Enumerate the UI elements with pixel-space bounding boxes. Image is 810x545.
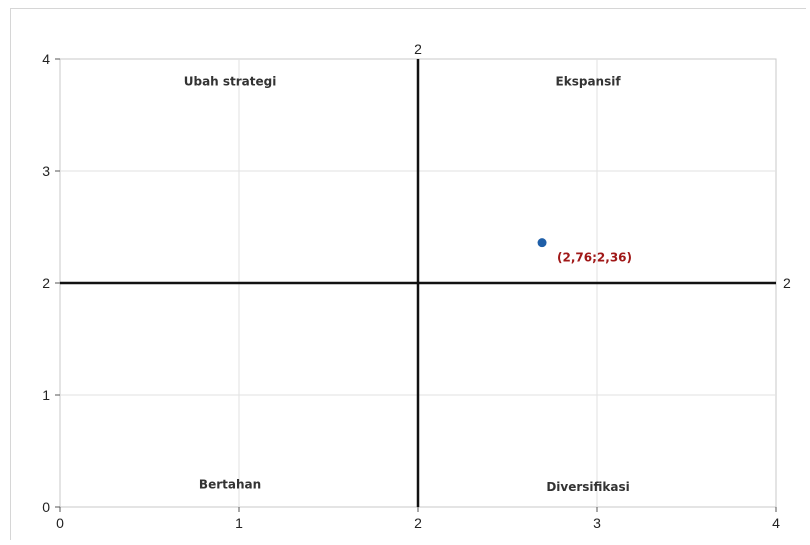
data-points: (2,76;2,36)	[537, 238, 632, 265]
y-tick-label: 0	[42, 499, 50, 515]
data-point-label: (2,76;2,36)	[557, 251, 632, 265]
reference-line-horizontal-label: 2	[783, 275, 791, 291]
x-tick-label: 4	[772, 515, 780, 531]
y-tick-label: 3	[42, 163, 50, 179]
data-point	[537, 238, 547, 248]
quadrant-label: Diversifikasi	[546, 480, 629, 494]
x-tick-label: 1	[235, 515, 243, 531]
quadrant-label: Ekspansif	[556, 74, 622, 88]
x-tick-label: 2	[414, 515, 422, 531]
axes: 0 1 2 3 4 0 1 2 3 4	[42, 51, 780, 531]
reference-line-vertical-label: 2	[414, 41, 422, 57]
reference-lines: 22	[60, 41, 791, 507]
x-tick-label: 0	[56, 515, 64, 531]
x-tick-label: 3	[593, 515, 601, 531]
quadrant-labels: Ubah strategi Ekspansif Bertahan Diversifik…	[184, 74, 630, 493]
quadrant-label: Ubah strategi	[184, 74, 277, 88]
y-tick-label: 4	[42, 51, 50, 67]
y-tick-label: 2	[42, 275, 50, 291]
chart-frame	[10, 8, 806, 540]
y-tick-label: 1	[42, 387, 50, 403]
quadrant-label: Bertahan	[199, 478, 261, 492]
